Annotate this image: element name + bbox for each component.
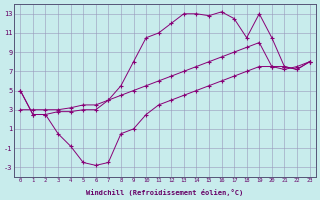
X-axis label: Windchill (Refroidissement éolien,°C): Windchill (Refroidissement éolien,°C) bbox=[86, 189, 244, 196]
